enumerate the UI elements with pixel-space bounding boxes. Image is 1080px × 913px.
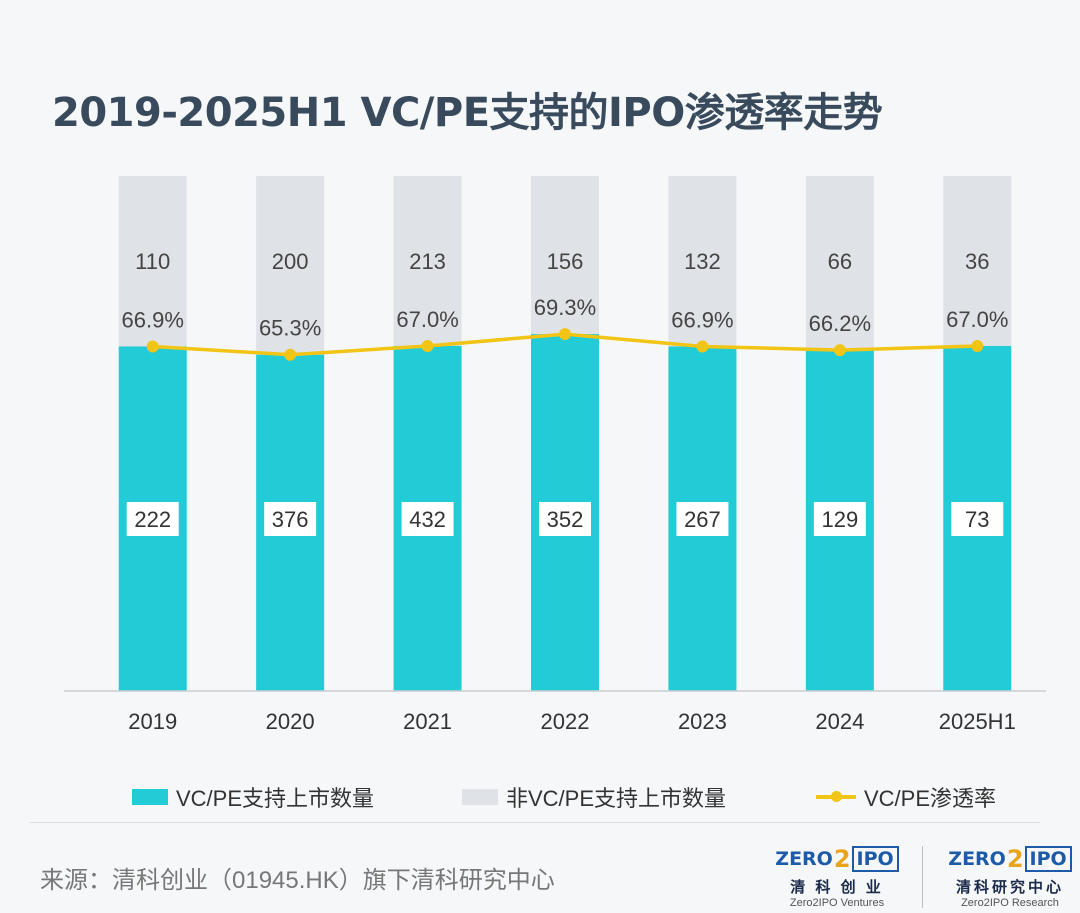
data-label-non-vcpe: 36 bbox=[965, 249, 989, 274]
data-label-non-vcpe: 156 bbox=[547, 249, 584, 274]
stacked-bar-chart: 2019 110 222 2020 200 376 2021 213 432 2022 156 352… bbox=[64, 176, 1046, 734]
x-tick-label: 2024 bbox=[815, 709, 864, 734]
rate-label: 66.9% bbox=[122, 307, 184, 332]
x-tick-label: 2022 bbox=[541, 709, 590, 734]
data-label-box bbox=[264, 502, 317, 536]
data-label-box bbox=[813, 502, 866, 536]
legend-item-rate: VC/PE渗透率 bbox=[816, 780, 996, 814]
rate-point bbox=[146, 340, 159, 353]
bar-non-vcpe bbox=[256, 176, 325, 355]
logo-separator bbox=[922, 846, 923, 908]
legend-label-rate: VC/PE渗透率 bbox=[864, 786, 997, 811]
data-label-non-vcpe: 66 bbox=[828, 249, 852, 274]
rate-point bbox=[559, 328, 571, 341]
data-label-vcpe: 352 bbox=[547, 507, 584, 532]
rate-point bbox=[833, 344, 846, 357]
data-label-non-vcpe: 213 bbox=[409, 249, 446, 274]
bar-non-vcpe bbox=[668, 176, 737, 347]
rate-label: 66.2% bbox=[809, 311, 871, 336]
data-label-box bbox=[539, 502, 591, 536]
legend-swatch-rate bbox=[816, 791, 856, 802]
legend: VC/PE支持上市数量 非VC/PE支持上市数量 VC/PE渗透率 bbox=[0, 780, 1080, 814]
rate-label: 67.0% bbox=[396, 307, 458, 332]
rate-label: 65.3% bbox=[259, 316, 321, 341]
rate-point bbox=[284, 348, 297, 361]
data-label-vcpe: 432 bbox=[409, 507, 446, 532]
data-label-non-vcpe: 110 bbox=[135, 249, 170, 274]
data-label-vcpe: 222 bbox=[134, 507, 171, 532]
data-label-vcpe: 73 bbox=[965, 507, 989, 532]
source-note: 来源：清科创业（01945.HK）旗下清科研究中心 bbox=[40, 867, 555, 894]
legend-item-non-vcpe: 非VC/PE支持上市数量 bbox=[462, 780, 726, 814]
x-tick-label: 2025H1 bbox=[939, 709, 1016, 734]
legend-swatch-vcpe bbox=[132, 789, 168, 805]
legend-swatch-non-vcpe bbox=[462, 789, 498, 805]
legend-item-vcpe: VC/PE支持上市数量 bbox=[132, 780, 374, 814]
x-tick-label: 2023 bbox=[678, 709, 727, 734]
data-label-vcpe: 129 bbox=[821, 507, 858, 532]
bar-non-vcpe bbox=[393, 176, 462, 346]
divider bbox=[30, 822, 1040, 823]
legend-label-non-vcpe: 非VC/PE支持上市数量 bbox=[506, 786, 727, 811]
logo-zero2ipo-research: ZERO 2 IPO 清科研究中心 Zero2IPO Research bbox=[945, 845, 1075, 909]
bar-non-vcpe bbox=[531, 176, 599, 335]
data-label-vcpe: 267 bbox=[684, 507, 721, 532]
x-tick-label: 2021 bbox=[403, 709, 452, 734]
data-label-box bbox=[951, 502, 1004, 536]
chart-title: 2019-2025H1 VC/PE支持的IPO渗透率走势 bbox=[52, 90, 883, 136]
bar-non-vcpe bbox=[118, 176, 187, 347]
data-label-box bbox=[401, 502, 454, 536]
logo-mark: ZERO 2 IPO bbox=[948, 845, 1072, 873]
rate-label: 67.0% bbox=[946, 307, 1008, 332]
data-label-box bbox=[676, 502, 729, 536]
data-label-vcpe: 376 bbox=[272, 507, 309, 532]
bar-non-vcpe bbox=[805, 176, 874, 351]
rate-label: 66.9% bbox=[671, 307, 733, 332]
data-label-box bbox=[126, 502, 179, 536]
legend-label-vcpe: VC/PE支持上市数量 bbox=[176, 786, 375, 811]
x-tick-label: 2020 bbox=[266, 709, 315, 734]
data-label-non-vcpe: 132 bbox=[684, 249, 721, 274]
logo-mark: ZERO 2 IPO bbox=[775, 845, 899, 873]
rate-point bbox=[696, 340, 709, 353]
data-label-non-vcpe: 200 bbox=[272, 249, 309, 274]
rate-point bbox=[971, 339, 984, 352]
rate-point bbox=[421, 339, 434, 352]
rate-label: 69.3% bbox=[534, 295, 596, 320]
bar-non-vcpe bbox=[943, 176, 1012, 346]
x-tick-label: 2019 bbox=[128, 709, 177, 734]
logo-zero2ipo-ventures: ZERO 2 IPO 清 科 创 业 Zero2IPO Ventures bbox=[772, 845, 902, 909]
